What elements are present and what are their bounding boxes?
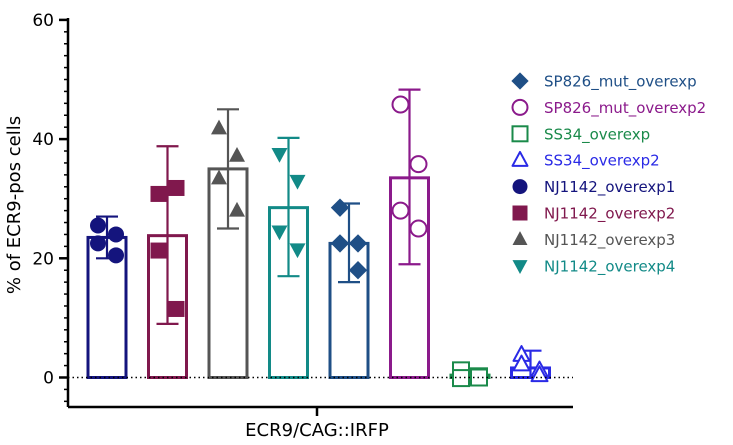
legend-label: NJ1142_overexp2 <box>544 205 675 224</box>
data-point <box>150 242 167 259</box>
bar-group-7 <box>449 361 491 388</box>
legend-label: NJ1142_overexp4 <box>544 257 675 276</box>
data-point <box>150 185 167 202</box>
legend-item: NJ1142_overexp3 <box>512 231 675 250</box>
legend-marker <box>512 231 528 246</box>
legend-item: SS34_overexp2 <box>511 150 660 171</box>
legend-label: SS34_overexp <box>544 125 650 144</box>
data-point <box>348 261 368 280</box>
data-point <box>168 300 185 317</box>
y-tick-label: 40 <box>32 130 54 150</box>
data-point <box>211 119 227 135</box>
data-point <box>289 174 306 190</box>
data-point <box>108 247 124 264</box>
legend-marker <box>512 260 528 275</box>
legend-label: SP826_mut_overexp2 <box>544 99 706 118</box>
data-point <box>271 225 288 241</box>
data-point <box>90 235 106 252</box>
legend-label: NJ1142_overexp3 <box>544 231 675 250</box>
data-point <box>512 354 531 372</box>
legend-marker <box>511 72 529 90</box>
legend-marker <box>511 150 529 167</box>
legend: SP826_mut_overexp SP826_mut_overexp2 SS34_… <box>511 72 706 276</box>
data-point <box>271 148 288 163</box>
plot-area <box>86 88 551 388</box>
data-point <box>391 201 410 220</box>
legend-item: NJ1142_overexp2 <box>512 205 675 224</box>
bar-group-5 <box>328 198 370 379</box>
bar-group-3 <box>207 108 249 379</box>
bar-group-4 <box>268 136 309 379</box>
legend-marker <box>512 179 528 195</box>
data-point <box>348 234 368 253</box>
data-point <box>330 198 350 217</box>
x-axis-title: ECR9/CAG::IRFP <box>245 420 389 441</box>
data-point <box>289 243 306 259</box>
bar-group-6 <box>389 88 430 379</box>
data-point <box>391 95 410 114</box>
y-tick-label: 20 <box>32 249 54 269</box>
legend-item: NJ1142_overexp1 <box>512 178 675 197</box>
data-point <box>409 155 428 174</box>
bar-group-1 <box>86 215 128 379</box>
legend-label: SP826_mut_overexp <box>544 73 697 92</box>
legend-item: SP826_mut_overexp <box>511 72 697 92</box>
data-point <box>108 226 124 243</box>
data-point <box>330 234 350 253</box>
legend-marker <box>512 205 528 221</box>
legend-item: SP826_mut_overexp2 <box>511 98 706 118</box>
legend-item: SS34_overexp <box>511 125 650 144</box>
legend-label: SS34_overexp2 <box>544 152 660 171</box>
data-point <box>90 217 106 234</box>
legend-marker <box>511 125 529 143</box>
legend-marker <box>511 98 529 116</box>
legend-label: NJ1142_overexp1 <box>544 178 675 197</box>
data-point <box>229 146 245 162</box>
y-tick-label: 0 <box>43 369 54 389</box>
bar-group-2 <box>147 145 188 379</box>
bar-group-8 <box>510 345 551 383</box>
axes: % of ECR9-pos cells ECR9/CAG::IRFP 0 20 40… <box>4 11 573 441</box>
data-point <box>409 219 428 238</box>
y-axis-title: % of ECR9-pos cells <box>4 116 25 294</box>
legend-item: NJ1142_overexp4 <box>512 257 675 276</box>
data-point <box>530 365 549 383</box>
data-point <box>229 201 245 217</box>
data-point <box>211 169 227 185</box>
y-tick-label: 60 <box>32 11 54 31</box>
data-point <box>168 179 185 196</box>
